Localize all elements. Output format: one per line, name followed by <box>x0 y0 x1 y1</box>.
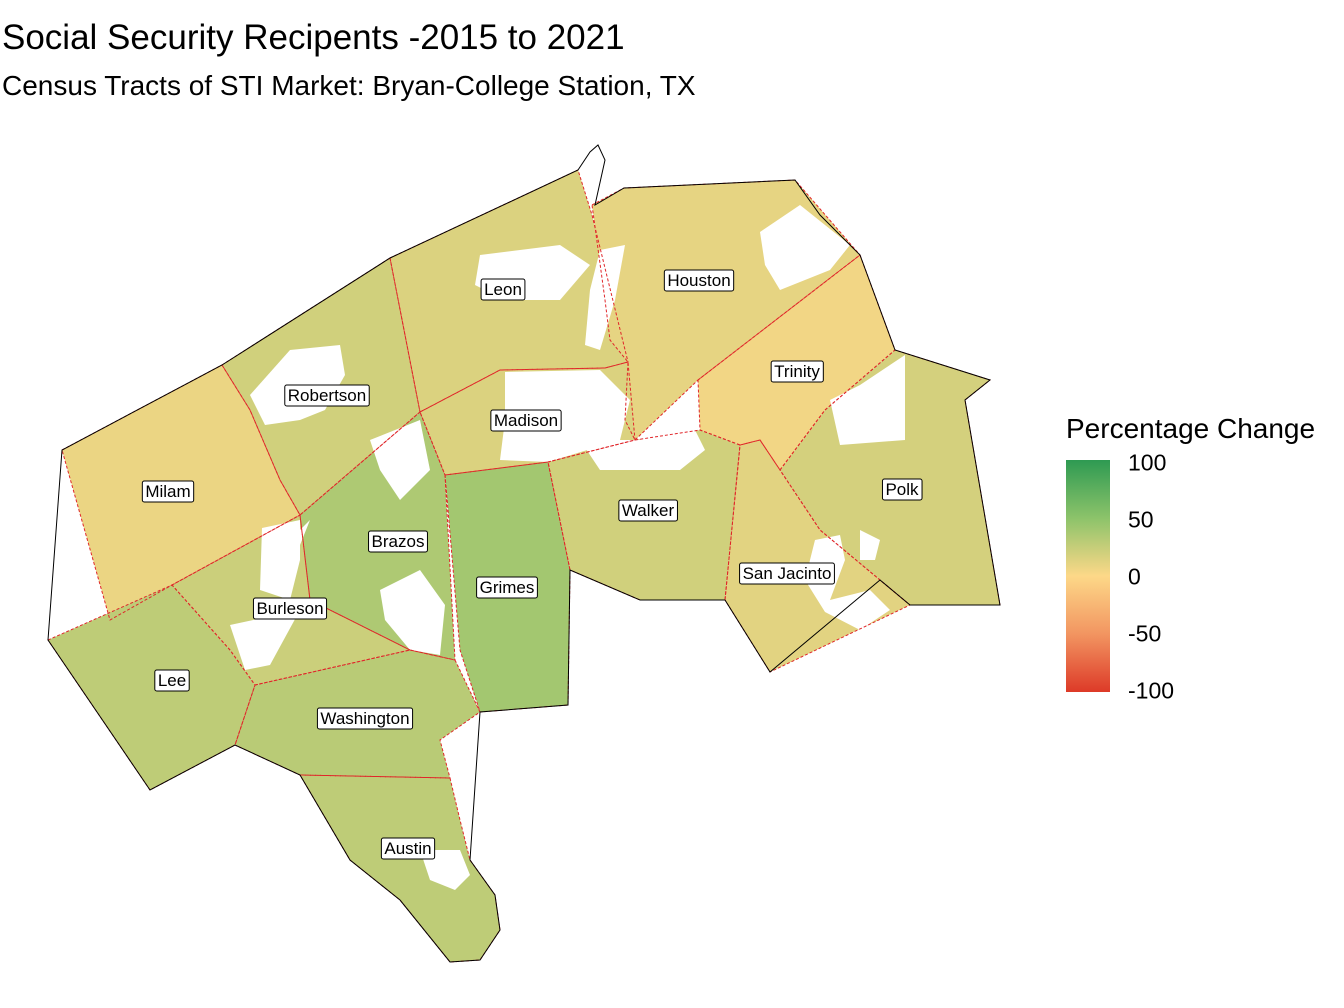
county-label-brazos: Brazos <box>368 530 428 553</box>
county-label-text: Milam <box>145 482 190 501</box>
map-title: Social Security Recipents -2015 to 2021 <box>2 18 625 57</box>
legend-tick-label: -100 <box>1128 677 1175 704</box>
county-label-box <box>252 597 328 620</box>
no-data-area <box>280 520 310 565</box>
county-label-box <box>284 384 370 407</box>
county-label-text: Lee <box>158 671 186 690</box>
county-border-robertson <box>221 257 421 516</box>
county-label-box <box>476 576 538 599</box>
county-label-box <box>380 837 436 860</box>
county-label-houston: Houston <box>663 269 735 292</box>
no-data-area <box>860 530 880 560</box>
county-label-box <box>141 480 195 503</box>
county-label-madison: Madison <box>490 409 562 432</box>
county-label-text: Polk <box>885 480 919 499</box>
county-border-grimes <box>444 461 571 713</box>
county-label-box <box>663 269 735 292</box>
county-label-text: Burleson <box>256 599 323 618</box>
county-border-milam <box>61 364 301 621</box>
county-lee <box>48 585 255 790</box>
no-data-area <box>805 535 890 630</box>
legend-tick-label: 0 <box>1128 563 1141 590</box>
county-label-burleson: Burleson <box>252 597 328 620</box>
county-label-box <box>739 562 835 585</box>
county-label-box <box>770 360 824 383</box>
no-data-area <box>380 570 445 655</box>
county-label-text: Washington <box>320 709 409 728</box>
legend-tick-label: 100 <box>1128 449 1167 476</box>
legend-tick <box>1110 634 1118 635</box>
county-label-box <box>154 669 190 692</box>
county-label-text: Leon <box>484 280 522 299</box>
legend-tick <box>1110 520 1118 521</box>
county-label-text: Brazos <box>372 532 425 551</box>
county-label-leon: Leon <box>480 278 526 301</box>
legend-tick <box>1110 577 1118 578</box>
county-label-text: Walker <box>622 501 675 520</box>
market-outline <box>47 144 1001 963</box>
county-label-grimes: Grimes <box>476 576 538 599</box>
county-austin <box>300 775 500 962</box>
county-border-washington <box>234 649 481 779</box>
county-borders <box>47 144 1001 963</box>
county-label-text: Houston <box>667 271 730 290</box>
no-data-area <box>370 420 430 500</box>
legend-color-bar <box>1066 460 1110 692</box>
no-data-area <box>830 355 905 445</box>
legend-title: Percentage Change <box>1066 413 1316 444</box>
county-label-text: Madison <box>494 411 558 430</box>
no-data-area <box>585 245 625 350</box>
legend-tick <box>1110 691 1118 692</box>
county-label-text: Grimes <box>480 578 535 597</box>
county-label-washington: Washington <box>316 707 414 730</box>
county-label-san-jacinto: San Jacinto <box>739 562 835 585</box>
county-label-lee: Lee <box>154 669 190 692</box>
county-label-text: Austin <box>384 839 431 858</box>
no-data-area <box>500 370 630 462</box>
county-labels: Leon Houston Trinity Robertson Madison Milam P… <box>141 269 923 860</box>
county-label-robertson: Robertson <box>284 384 370 407</box>
county-label-text: Robertson <box>288 386 366 405</box>
county-label-box <box>618 499 678 522</box>
no-data-area <box>760 205 850 290</box>
map-subtitle: Census Tracts of STI Market: Bryan-Colle… <box>2 70 696 101</box>
no-data-area <box>260 520 300 600</box>
legend-tick-label: -50 <box>1128 620 1162 647</box>
county-border-san-jacinto <box>724 439 911 673</box>
legend-tick-label: 50 <box>1128 506 1154 533</box>
county-label-box <box>490 409 562 432</box>
legend-tick <box>1110 463 1118 464</box>
county-label-box <box>316 707 414 730</box>
county-label-box <box>480 278 526 301</box>
county-border-madison <box>419 361 636 476</box>
county-label-polk: Polk <box>881 478 923 501</box>
county-label-box <box>368 530 428 553</box>
no-data-area <box>420 850 470 890</box>
county-label-text: San Jacinto <box>743 564 832 583</box>
no-data-area <box>580 420 705 470</box>
county-label-text: Trinity <box>774 362 820 381</box>
county-label-austin: Austin <box>380 837 436 860</box>
county-label-trinity: Trinity <box>770 360 824 383</box>
no-data-area <box>230 610 300 670</box>
county-label-milam: Milam <box>141 480 195 503</box>
county-label-walker: Walker <box>618 499 678 522</box>
county-label-box <box>881 478 923 501</box>
